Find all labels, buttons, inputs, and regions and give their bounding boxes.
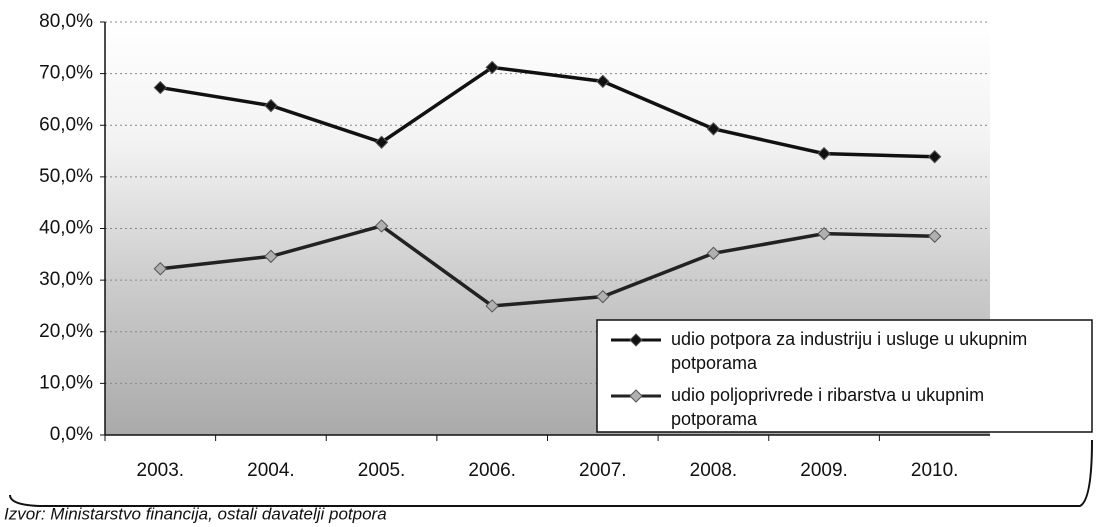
marker xyxy=(485,60,499,75)
frame xyxy=(9,439,1093,507)
legend-text-wrap: potporama xyxy=(671,409,758,429)
marker xyxy=(706,246,721,260)
legend-label: udio poljoprivrede i ribarstva u ukupnim… xyxy=(671,385,984,429)
legend-text-wrap: potporama xyxy=(671,353,758,373)
x-tick-label: 2006. xyxy=(468,460,516,481)
series-line xyxy=(160,224,935,308)
y-tick-label: 40,0% xyxy=(39,218,93,239)
y-tick-label: 30,0% xyxy=(39,269,93,290)
marker xyxy=(374,135,389,149)
y-tick-label: 80,0% xyxy=(39,11,93,32)
x-tick-label: 2005. xyxy=(358,460,406,481)
marker xyxy=(485,299,499,313)
marker xyxy=(264,98,278,113)
y-tick-label: 70,0% xyxy=(39,63,93,84)
marker xyxy=(817,226,831,241)
marker xyxy=(596,289,610,304)
legend-text: udio poljoprivrede i ribarstva u ukupnim xyxy=(671,385,984,405)
series-line xyxy=(160,65,935,159)
x-tick-label: 2008. xyxy=(690,460,738,481)
legend-label: udio potpora za industriju i usluge u uk… xyxy=(671,329,1027,373)
legend-marker xyxy=(629,389,643,403)
legend xyxy=(596,319,1093,433)
x-tick-label: 2010. xyxy=(911,460,959,481)
marker xyxy=(927,150,942,164)
y-tick-label: 50,0% xyxy=(39,166,93,187)
marker xyxy=(374,219,389,233)
x-tick-label: 2009. xyxy=(800,460,848,481)
legend-text: udio potpora za industriju i usluge u uk… xyxy=(671,329,1027,349)
marker xyxy=(817,146,831,161)
source-note: Izvor: Ministarstvo financija, ostali da… xyxy=(4,504,387,523)
y-tick-label: 60,0% xyxy=(39,114,93,135)
y-tick-label: 10,0% xyxy=(39,372,93,393)
marker xyxy=(153,262,168,276)
marker xyxy=(927,229,942,243)
legend-marker xyxy=(629,333,643,347)
marker xyxy=(596,74,610,89)
x-tick-label: 2004. xyxy=(247,460,295,481)
marker xyxy=(153,80,168,95)
marker xyxy=(264,249,278,264)
y-tick-label: 0,0% xyxy=(50,424,93,445)
x-tick-label: 2007. xyxy=(579,460,627,481)
y-tick-label: 20,0% xyxy=(39,321,93,342)
marker xyxy=(706,122,721,136)
x-tick-label: 2003. xyxy=(137,460,185,481)
